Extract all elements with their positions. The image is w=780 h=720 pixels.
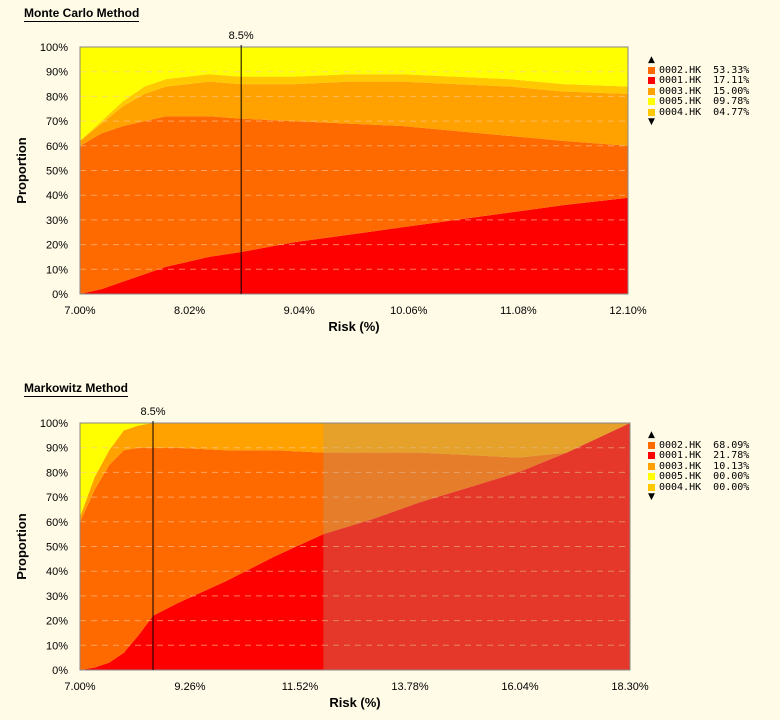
x-tick-label: 13.78% [391, 681, 429, 693]
triangle-up-icon[interactable]: ▲ [648, 430, 655, 440]
y-tick-label: 50% [46, 542, 68, 554]
y-tick-label: 0% [52, 289, 68, 301]
legend-swatch [648, 483, 655, 491]
legend-swatch [648, 87, 655, 95]
y-tick-label: 60% [46, 141, 68, 153]
monte-carlo-panel: Monte Carlo Method 0% 10% 20% 30% 40% 50% 60% 7… [14, 6, 749, 334]
y-tick-label: 60% [46, 517, 68, 529]
area-0001-hk [80, 197, 628, 294]
x-tick-label: 12.10% [609, 305, 647, 317]
y-tick-label: 100% [40, 418, 68, 430]
legend: ▲ 0002.HK 68.09% 0001.HK 21.78% 0003.HK 10… [648, 431, 749, 502]
legend-item: 0002.HK 53.33% [648, 65, 749, 76]
legend-item: 0005.HK 00.00% [648, 471, 750, 483]
x-axis-label: Risk (%) [329, 695, 380, 710]
legend-swatch [648, 108, 655, 116]
plot-frame [79, 422, 631, 671]
monte-carlo-chart: 0% 10% 20% 30% 40% 50% 60% 70% 80% 90% 100% 7.00% 8.… [14, 30, 647, 334]
x-axis-label: Risk (%) [328, 319, 379, 334]
legend-label: 0005.HK 09.78% [659, 96, 750, 108]
y-tick-label: 90% [46, 67, 68, 79]
area-0003-hk [80, 81, 628, 146]
plot-frame [79, 46, 629, 295]
legend-label: 0001.HK 21.78% [659, 450, 750, 462]
y-axis-label: Proportion [14, 513, 29, 579]
legend-item: 0001.HK 17.11% [648, 75, 750, 87]
x-tick-label: 9.26% [174, 681, 205, 693]
x-tick-label: 18.30% [611, 681, 649, 693]
y-tick-label: 80% [46, 91, 68, 103]
y-tick-label: 100% [40, 42, 68, 54]
legend-item: 0003.HK 15.00% [648, 86, 749, 97]
legend-swatch [648, 473, 655, 481]
legend-item: 0004.HK 04.77% [648, 107, 749, 118]
y-tick-label: 30% [46, 215, 68, 227]
y-tick-label: 90% [46, 443, 68, 455]
chart-title: Monte Carlo Method [24, 6, 140, 22]
legend-label: 0003.HK 15.00% [659, 85, 750, 97]
legend-swatch [648, 98, 655, 106]
legend-swatch [648, 77, 655, 85]
legend-label: 0004.HK 04.77% [659, 106, 750, 118]
triangle-down-icon[interactable]: ▼ [648, 491, 655, 502]
triangle-down-icon[interactable]: ▼ [648, 116, 655, 127]
x-tick-label: 7.00% [64, 681, 95, 693]
triangle-up-icon[interactable]: ▲ [648, 55, 655, 65]
y-axis-label: Proportion [14, 137, 29, 203]
y-tick-label: 80% [46, 467, 68, 479]
legend-item: 0004.HK 00.00% [648, 482, 749, 493]
markowitz-panel: Markowitz Method 0% 10% 20% 30% 40% 50% 60% 70%… [0, 375, 780, 720]
y-tick-label: 40% [46, 566, 68, 578]
y-tick-label: 10% [46, 640, 68, 652]
x-tick-label: 8.02% [174, 305, 205, 317]
y-tick-label: 10% [46, 264, 68, 276]
x-tick-label: 9.04% [284, 305, 315, 317]
y-tick-label: 70% [46, 116, 68, 128]
x-tick-label: 11.08% [500, 305, 537, 317]
legend-swatch [648, 441, 655, 449]
legend-label: 0003.HK 10.13% [659, 460, 750, 472]
area-0002-hk [80, 116, 628, 294]
x-tick-label: 16.04% [501, 681, 539, 693]
legend-item: 0003.HK 10.13% [648, 461, 749, 472]
legend-label: 0004.HK 00.00% [659, 481, 750, 493]
y-tick-label: 40% [46, 190, 68, 202]
marker-label: 8.5% [140, 406, 165, 418]
y-tick-label: 70% [46, 492, 68, 504]
legend-label: 0001.HK 17.11% [659, 75, 750, 87]
marker-label: 8.5% [229, 30, 254, 42]
legend-swatch [648, 66, 655, 74]
chart-title: Markowitz Method [24, 381, 128, 397]
x-tick-label: 7.00% [64, 305, 95, 317]
legend-item: 0001.HK 21.78% [648, 450, 750, 462]
legend-label: 0002.HK 68.09% [659, 439, 750, 451]
legend: ▲ 0002.HK 53.33% 0001.HK 17.11% 0003.HK 15… [648, 56, 749, 127]
legend-label: 0002.HK 53.33% [659, 64, 750, 76]
shaded-region [323, 423, 630, 670]
legend-label: 0005.HK 00.00% [659, 471, 750, 483]
y-tick-label: 30% [46, 591, 68, 603]
legend-swatch [648, 462, 655, 470]
area-0005-hk [80, 47, 628, 141]
y-tick-label: 20% [46, 240, 68, 252]
markowitz-chart: 0% 10% 20% 30% 40% 50% 60% 70% 80% 90% 100% 7.00% 9.… [14, 406, 649, 710]
legend-item: 0005.HK 09.78% [648, 96, 750, 108]
legend-item: 0002.HK 68.09% [648, 440, 749, 451]
y-tick-label: 50% [46, 166, 68, 178]
area-0002-hk [80, 423, 630, 670]
x-tick-label: 10.06% [390, 305, 428, 317]
y-tick-label: 0% [52, 665, 68, 677]
x-tick-label: 11.52% [282, 681, 319, 693]
y-tick-label: 20% [46, 616, 68, 628]
legend-swatch [648, 452, 655, 460]
